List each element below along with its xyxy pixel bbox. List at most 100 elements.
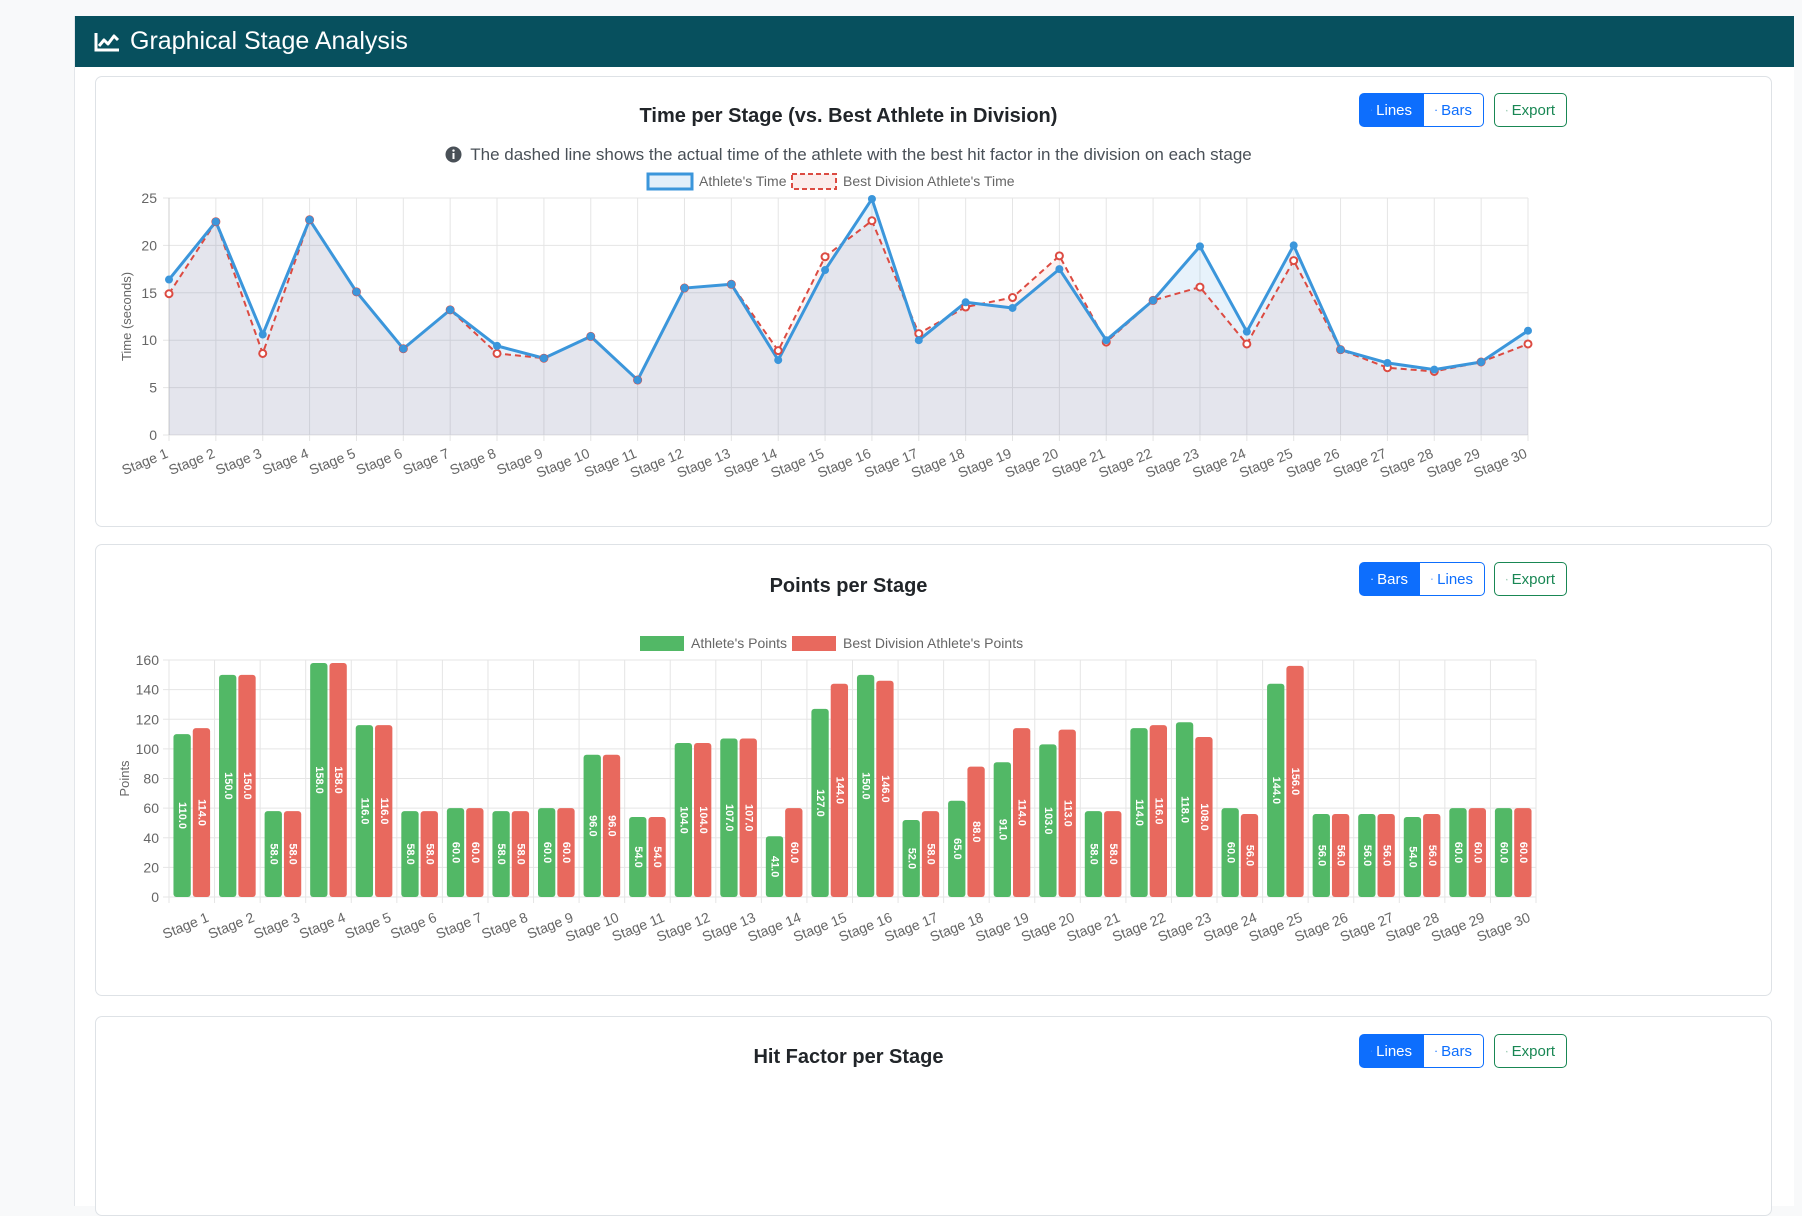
x-tick-label: Stage 27: [1331, 445, 1389, 481]
panel-title: Graphical Stage Analysis: [130, 27, 408, 56]
x-tick-label: Stage 19: [956, 445, 1014, 481]
lines-button-label: Lines: [1437, 571, 1473, 588]
x-tick-label: Stage 6: [388, 909, 439, 942]
bar-data-label: 96.0: [586, 815, 598, 836]
athlete-time-point: [259, 331, 267, 339]
info-icon: [445, 146, 462, 163]
bar-data-label: 60.0: [788, 842, 800, 863]
bar-data-label: 150.0: [222, 772, 234, 800]
lines-button-label: Lines: [1376, 1043, 1412, 1060]
export-button[interactable]: Export: [1494, 1034, 1567, 1068]
lines-button[interactable]: Lines: [1359, 93, 1424, 127]
bar-data-label: 54.0: [632, 846, 644, 867]
bars-button[interactable]: Bars: [1424, 1034, 1484, 1068]
y-tick-label: 0: [151, 889, 159, 905]
time-chart-card: Time per Stage (vs. Best Athlete in Divi…: [95, 76, 1772, 527]
x-tick-label: Stage 14: [721, 445, 779, 481]
bar-data-label: 54.0: [651, 846, 663, 867]
chart-bar-icon: [1371, 573, 1373, 585]
export-button[interactable]: Export: [1494, 93, 1567, 127]
best-time-point: [259, 350, 266, 357]
bar-data-label: 150.0: [241, 772, 253, 800]
athlete-time-point: [1009, 304, 1017, 312]
bar-data-label: 91.0: [996, 819, 1008, 840]
best-time-point: [1243, 340, 1250, 347]
best-time-point: [775, 347, 782, 354]
lines-button[interactable]: Lines: [1420, 562, 1485, 596]
bar-data-label: 107.0: [742, 804, 754, 832]
x-tick-label: Stage 13: [674, 445, 732, 481]
bar-data-label: 96.0: [606, 815, 618, 836]
best-time-point: [915, 330, 922, 337]
bar-data-label: 60.0: [560, 842, 572, 863]
x-tick-label: Stage 28: [1377, 445, 1435, 481]
x-tick-label: Stage 16: [815, 445, 873, 481]
bar-data-label: 116.0: [1152, 798, 1164, 825]
bar-data-label: 60.0: [1224, 842, 1236, 863]
athlete-time-point: [1196, 242, 1204, 250]
x-tick-label: Stage 22: [1096, 445, 1154, 481]
export-button[interactable]: Export: [1494, 562, 1567, 596]
x-tick-label: Stage 7: [401, 445, 452, 478]
bar-data-label: 118.0: [1179, 796, 1191, 823]
bar-data-label: 158.0: [332, 766, 344, 794]
stage-analysis-panel: Graphical Stage Analysis Time per Stage …: [74, 16, 1794, 1206]
y-tick-label: 120: [136, 711, 160, 727]
best-time-point: [1525, 340, 1532, 347]
bar-data-label: 58.0: [404, 843, 416, 864]
bar-data-label: 107.0: [723, 804, 735, 832]
hit-factor-chart-card: Hit Factor per Stage Lines Bars Export: [95, 1016, 1772, 1216]
bars-button-label: Bars: [1377, 571, 1408, 588]
x-tick-label: Stage 1: [160, 909, 211, 942]
y-tick-label: 15: [141, 285, 157, 301]
bar-data-label: 116.0: [358, 798, 370, 825]
x-tick-label: Stage 1: [119, 445, 170, 478]
y-tick-label: 60: [143, 800, 159, 816]
bars-button-label: Bars: [1441, 102, 1472, 119]
x-tick-label: Stage 18: [909, 445, 967, 481]
best-time-point: [868, 217, 875, 224]
chart-bar-icon: [1435, 104, 1437, 116]
x-tick-label: Stage 8: [479, 909, 530, 942]
athlete-time-point: [727, 280, 735, 288]
bar-data-label: 104.0: [677, 806, 689, 834]
x-tick-label: Stage 25: [1237, 445, 1295, 481]
bar-data-label: 52.0: [905, 848, 917, 869]
lines-button[interactable]: Lines: [1359, 1034, 1424, 1068]
y-tick-label: 20: [143, 859, 159, 875]
legend-label: Best Division Athlete's Points: [843, 635, 1023, 651]
bar-data-label: 65.0: [951, 838, 963, 859]
bar-data-label: 113.0: [1061, 800, 1073, 827]
y-tick-label: 0: [149, 427, 157, 443]
x-tick-label: Stage 7: [434, 909, 485, 942]
y-tick-label: 25: [141, 190, 157, 206]
bars-button[interactable]: Bars: [1359, 562, 1420, 596]
bar-data-label: 144.0: [833, 777, 845, 805]
x-tick-label: Stage 3: [213, 445, 264, 478]
legend-label: Athlete's Time: [699, 173, 787, 189]
bar-data-label: 58.0: [495, 843, 507, 864]
athlete-time-point: [774, 356, 782, 364]
athlete-time-point: [962, 298, 970, 306]
y-tick-label: 140: [136, 682, 160, 698]
x-tick-label: Stage 10: [563, 909, 621, 945]
bar-data-label: 146.0: [879, 775, 891, 803]
athlete-time-point: [1102, 336, 1110, 344]
athlete-time-point: [352, 288, 360, 296]
bar-data-label: 116.0: [378, 798, 390, 825]
y-tick-label: 80: [143, 771, 159, 787]
x-tick-label: Stage 20: [1003, 445, 1061, 481]
legend-swatch-athlete: [640, 636, 684, 651]
bar-data-label: 56.0: [1380, 845, 1392, 866]
bars-button[interactable]: Bars: [1424, 93, 1484, 127]
bar-data-label: 58.0: [1107, 843, 1119, 864]
bar-data-label: 60.0: [1498, 842, 1510, 863]
x-tick-label: Stage 15: [768, 445, 826, 481]
bar-data-label: 56.0: [1335, 845, 1347, 866]
best-time-point: [166, 290, 173, 297]
points-chart-card: Points per Stage Bars Lines Export Athle…: [95, 544, 1772, 996]
x-tick-label: Stage 30: [1471, 445, 1529, 481]
time-chart-note-text: The dashed line shows the actual time of…: [470, 145, 1252, 164]
